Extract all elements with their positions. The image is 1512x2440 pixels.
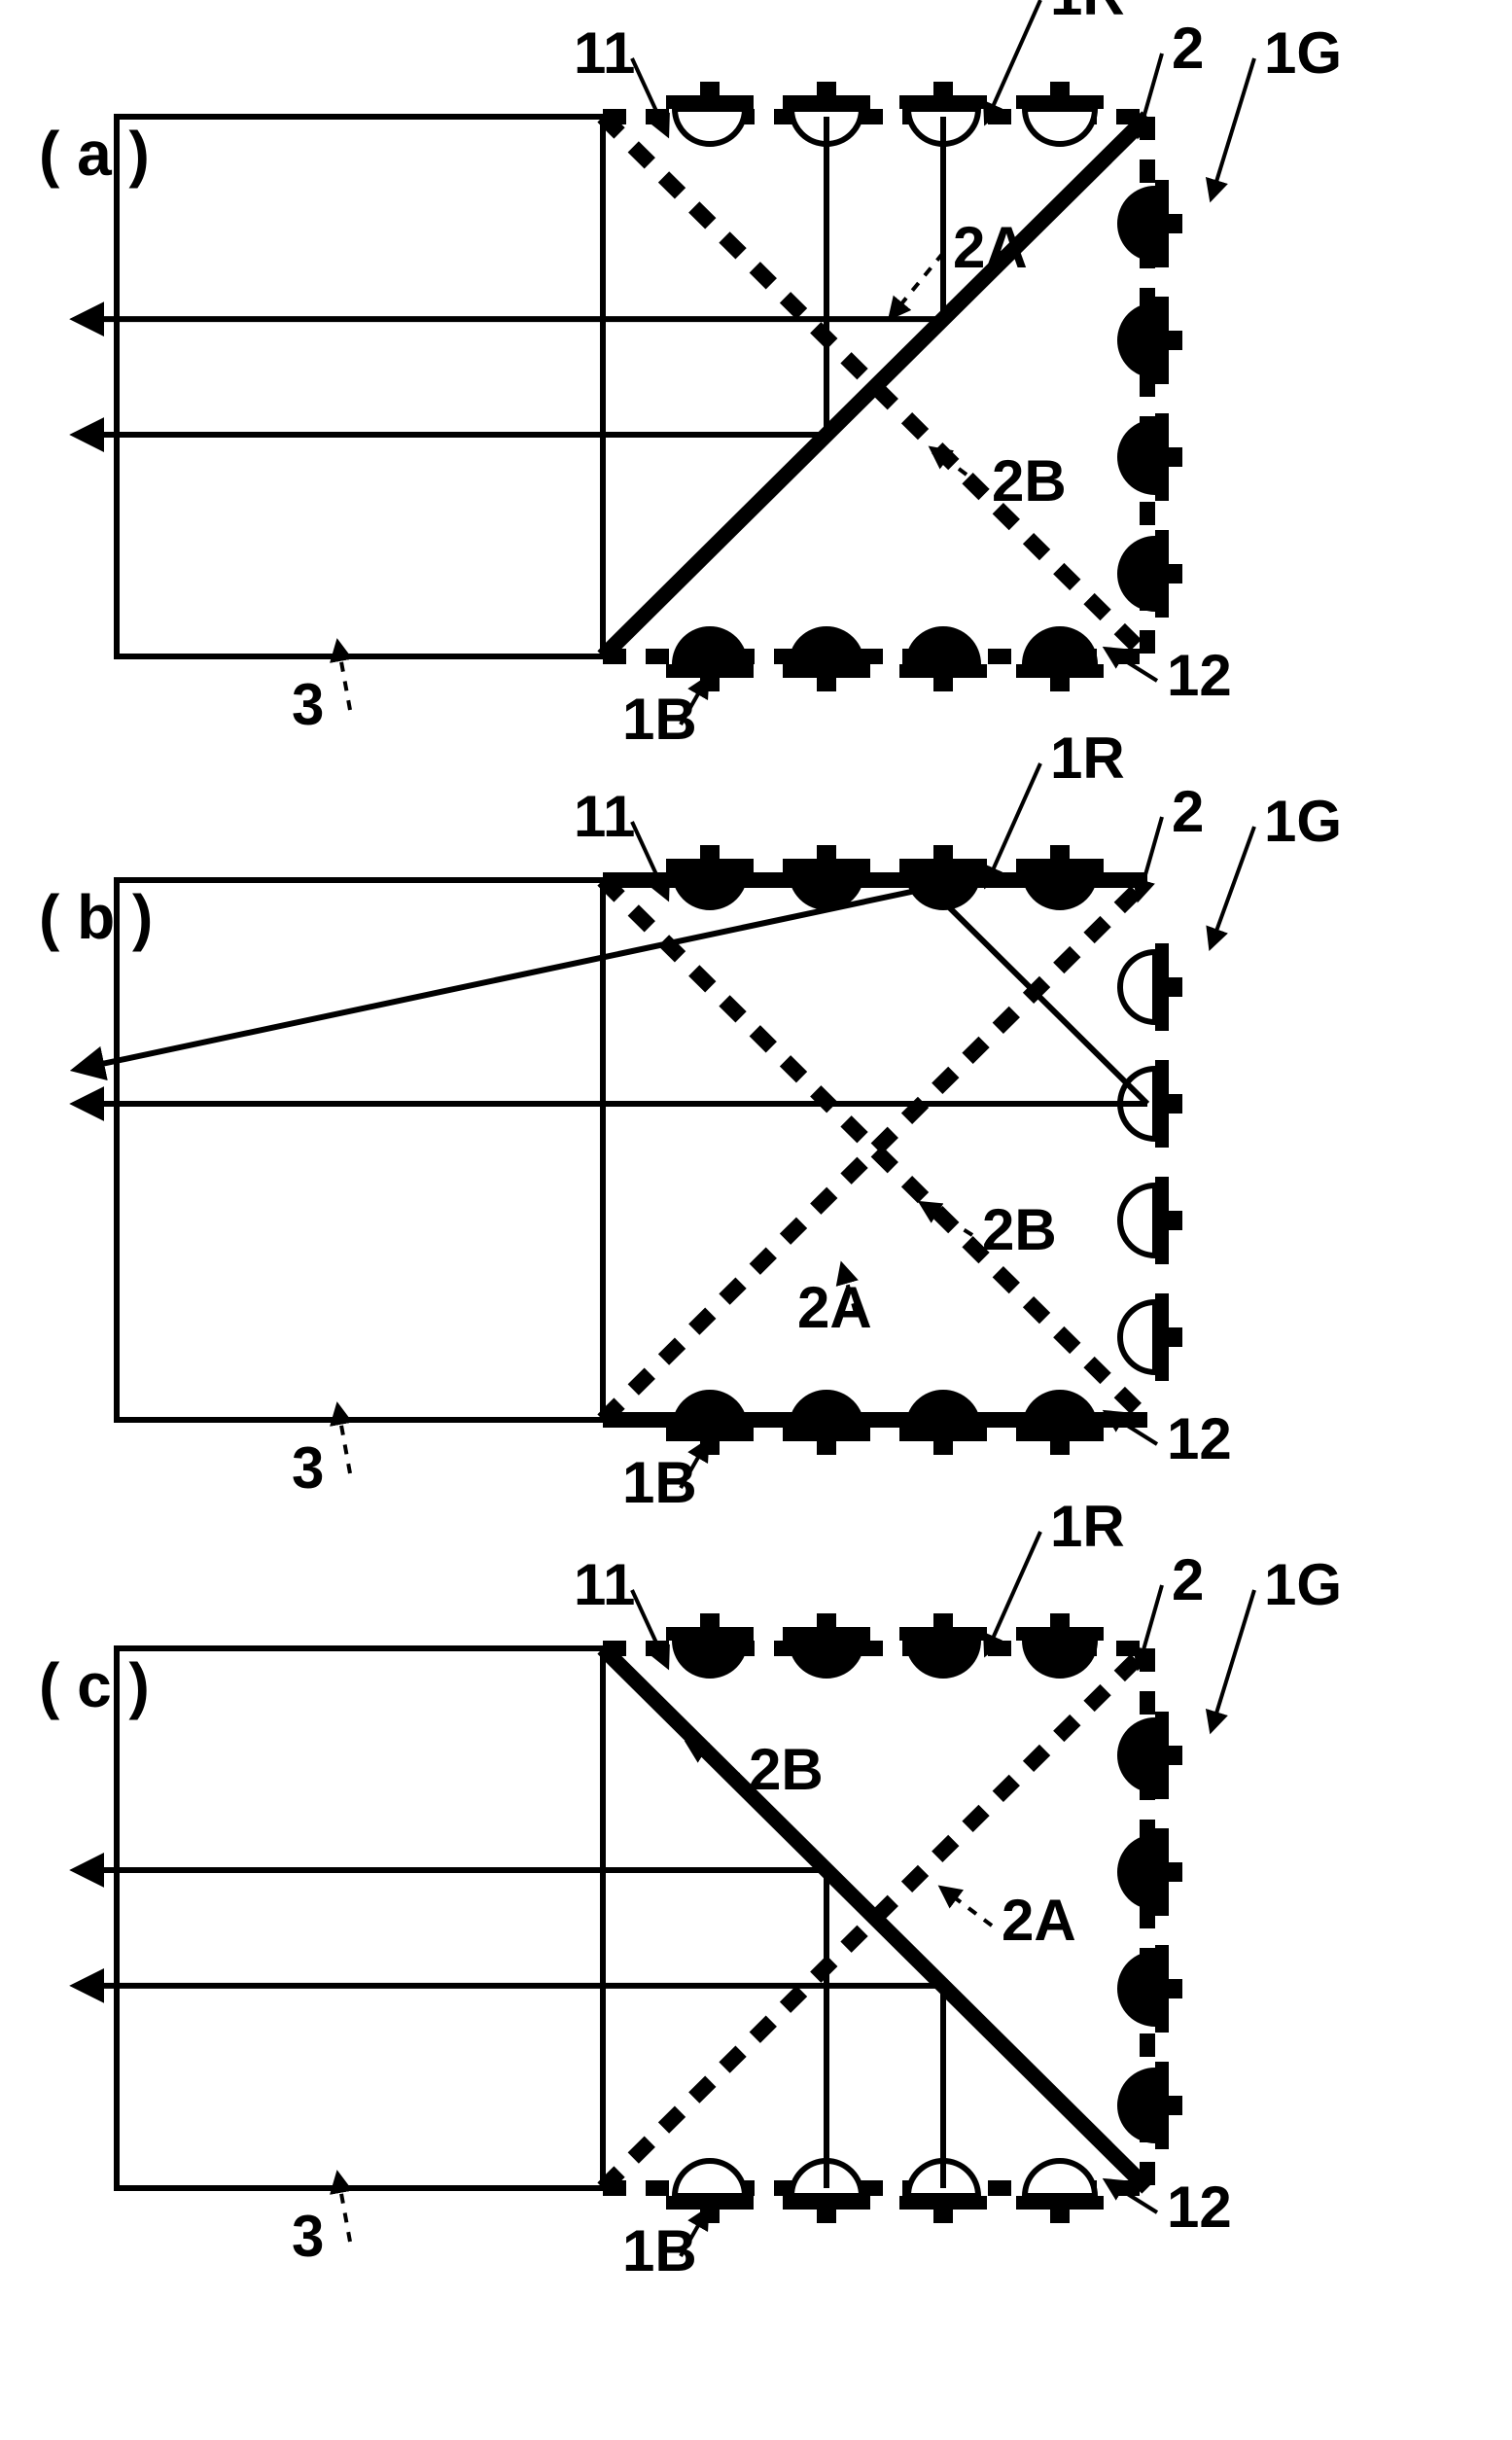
led-1R [783, 1613, 870, 1676]
label-11: 11 [574, 1552, 635, 1617]
label-2: 2 [1172, 16, 1204, 81]
label-12: 12 [1167, 2175, 1232, 2240]
led-1B [666, 629, 754, 691]
diagram-root: ( a )2311121R1G2A2B1B( b )2311121R1G2A2B… [0, 0, 1512, 2440]
led-1R [783, 845, 870, 907]
panel-b: ( b )2311121R1G2A2B1B [39, 725, 1342, 1515]
led-1B [1016, 1393, 1104, 1455]
label-2: 2 [1172, 779, 1204, 844]
label-2B: 2B [992, 448, 1067, 513]
label-2B: 2B [982, 1197, 1057, 1262]
label-1R: 1R [1050, 0, 1125, 27]
label-1G: 1G [1264, 1552, 1342, 1617]
label-12: 12 [1167, 643, 1232, 708]
led-1R [1016, 1613, 1104, 1676]
panel-tag-b: ( b ) [39, 882, 153, 952]
led-1B [666, 2161, 754, 2223]
panel-a: ( a )2311121R1G2A2B1B [39, 0, 1342, 752]
led-1G [1120, 297, 1182, 384]
label-2A: 2A [797, 1275, 872, 1340]
label-2A: 2A [953, 215, 1028, 280]
led-1R [1016, 82, 1104, 144]
label-3: 3 [292, 1435, 324, 1501]
led-1G [1120, 1945, 1182, 2033]
led-1B [1016, 2161, 1104, 2223]
led-1G [1120, 1293, 1182, 1381]
label-1G: 1G [1264, 789, 1342, 854]
panel-c: ( c )2311121R1G2A2B1B [39, 1494, 1342, 2283]
led-1B [666, 1393, 754, 1455]
led-1R [666, 845, 754, 907]
label-2A: 2A [1002, 1888, 1076, 1953]
label-1G: 1G [1264, 20, 1342, 86]
led-1G [1120, 530, 1182, 618]
block-3 [117, 880, 603, 1420]
label-3: 3 [292, 672, 324, 737]
led-1G [1120, 180, 1182, 267]
panel-tag-c: ( c ) [39, 1650, 150, 1720]
block-3 [117, 1648, 603, 2188]
label-2: 2 [1172, 1547, 1204, 1612]
led-1B [1016, 629, 1104, 691]
led-1B [899, 1393, 987, 1455]
label-12: 12 [1167, 1406, 1232, 1471]
led-1G [1120, 1177, 1182, 1264]
label-11: 11 [574, 20, 635, 86]
led-1R [666, 1613, 754, 1676]
led-1G [1120, 413, 1182, 501]
led-1G [1120, 943, 1182, 1031]
label-2B: 2B [749, 1737, 824, 1802]
led-1B [783, 629, 870, 691]
led-1R [666, 82, 754, 144]
label-11: 11 [574, 784, 635, 849]
led-1G [1120, 1712, 1182, 1799]
block-3 [117, 117, 603, 656]
panel-tag-a: ( a ) [39, 119, 150, 189]
label-1R: 1R [1050, 725, 1125, 791]
led-1B [783, 1393, 870, 1455]
led-1R [1016, 845, 1104, 907]
label-3: 3 [292, 2204, 324, 2269]
led-1G [1120, 2062, 1182, 2149]
led-1G [1120, 1828, 1182, 1916]
led-1R [899, 1613, 987, 1676]
led-1B [899, 629, 987, 691]
label-1R: 1R [1050, 1494, 1125, 1559]
